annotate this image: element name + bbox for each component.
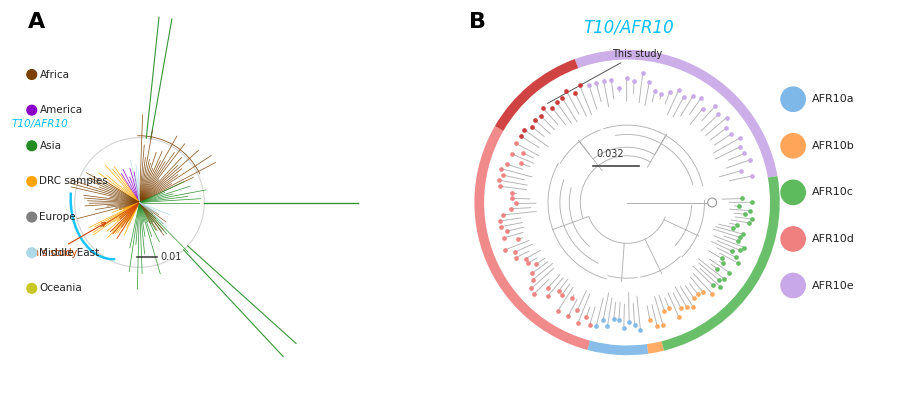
Circle shape xyxy=(27,284,37,293)
Text: B: B xyxy=(469,12,486,32)
Text: Europe: Europe xyxy=(40,212,76,222)
Circle shape xyxy=(27,70,37,79)
Text: DRC samples: DRC samples xyxy=(40,177,108,186)
Text: 0.032: 0.032 xyxy=(596,149,624,159)
Circle shape xyxy=(781,87,806,111)
Text: Africa: Africa xyxy=(40,70,69,79)
Circle shape xyxy=(27,105,37,115)
Circle shape xyxy=(27,141,37,151)
Circle shape xyxy=(781,227,806,251)
Text: T10/AFR10: T10/AFR10 xyxy=(584,18,674,36)
Text: AFR10d: AFR10d xyxy=(812,234,855,244)
Text: AFR10c: AFR10c xyxy=(812,188,853,197)
Text: This study: This study xyxy=(547,49,662,103)
Circle shape xyxy=(27,177,37,186)
Circle shape xyxy=(27,212,37,222)
Circle shape xyxy=(781,273,806,298)
Circle shape xyxy=(781,180,806,205)
Text: AFR10e: AFR10e xyxy=(812,281,854,290)
Circle shape xyxy=(27,248,37,258)
Text: Asia: Asia xyxy=(40,141,61,151)
Text: This study: This study xyxy=(27,223,105,258)
Text: A: A xyxy=(28,12,45,32)
Text: T10/AFR10: T10/AFR10 xyxy=(12,119,68,128)
Circle shape xyxy=(781,134,806,158)
Text: AFR10a: AFR10a xyxy=(812,94,854,104)
Text: AFR10b: AFR10b xyxy=(812,141,854,151)
Text: 0.01: 0.01 xyxy=(160,252,182,262)
Circle shape xyxy=(707,198,716,207)
Text: America: America xyxy=(40,105,83,115)
Text: Middle East: Middle East xyxy=(40,248,100,258)
Text: Oceania: Oceania xyxy=(40,284,82,293)
